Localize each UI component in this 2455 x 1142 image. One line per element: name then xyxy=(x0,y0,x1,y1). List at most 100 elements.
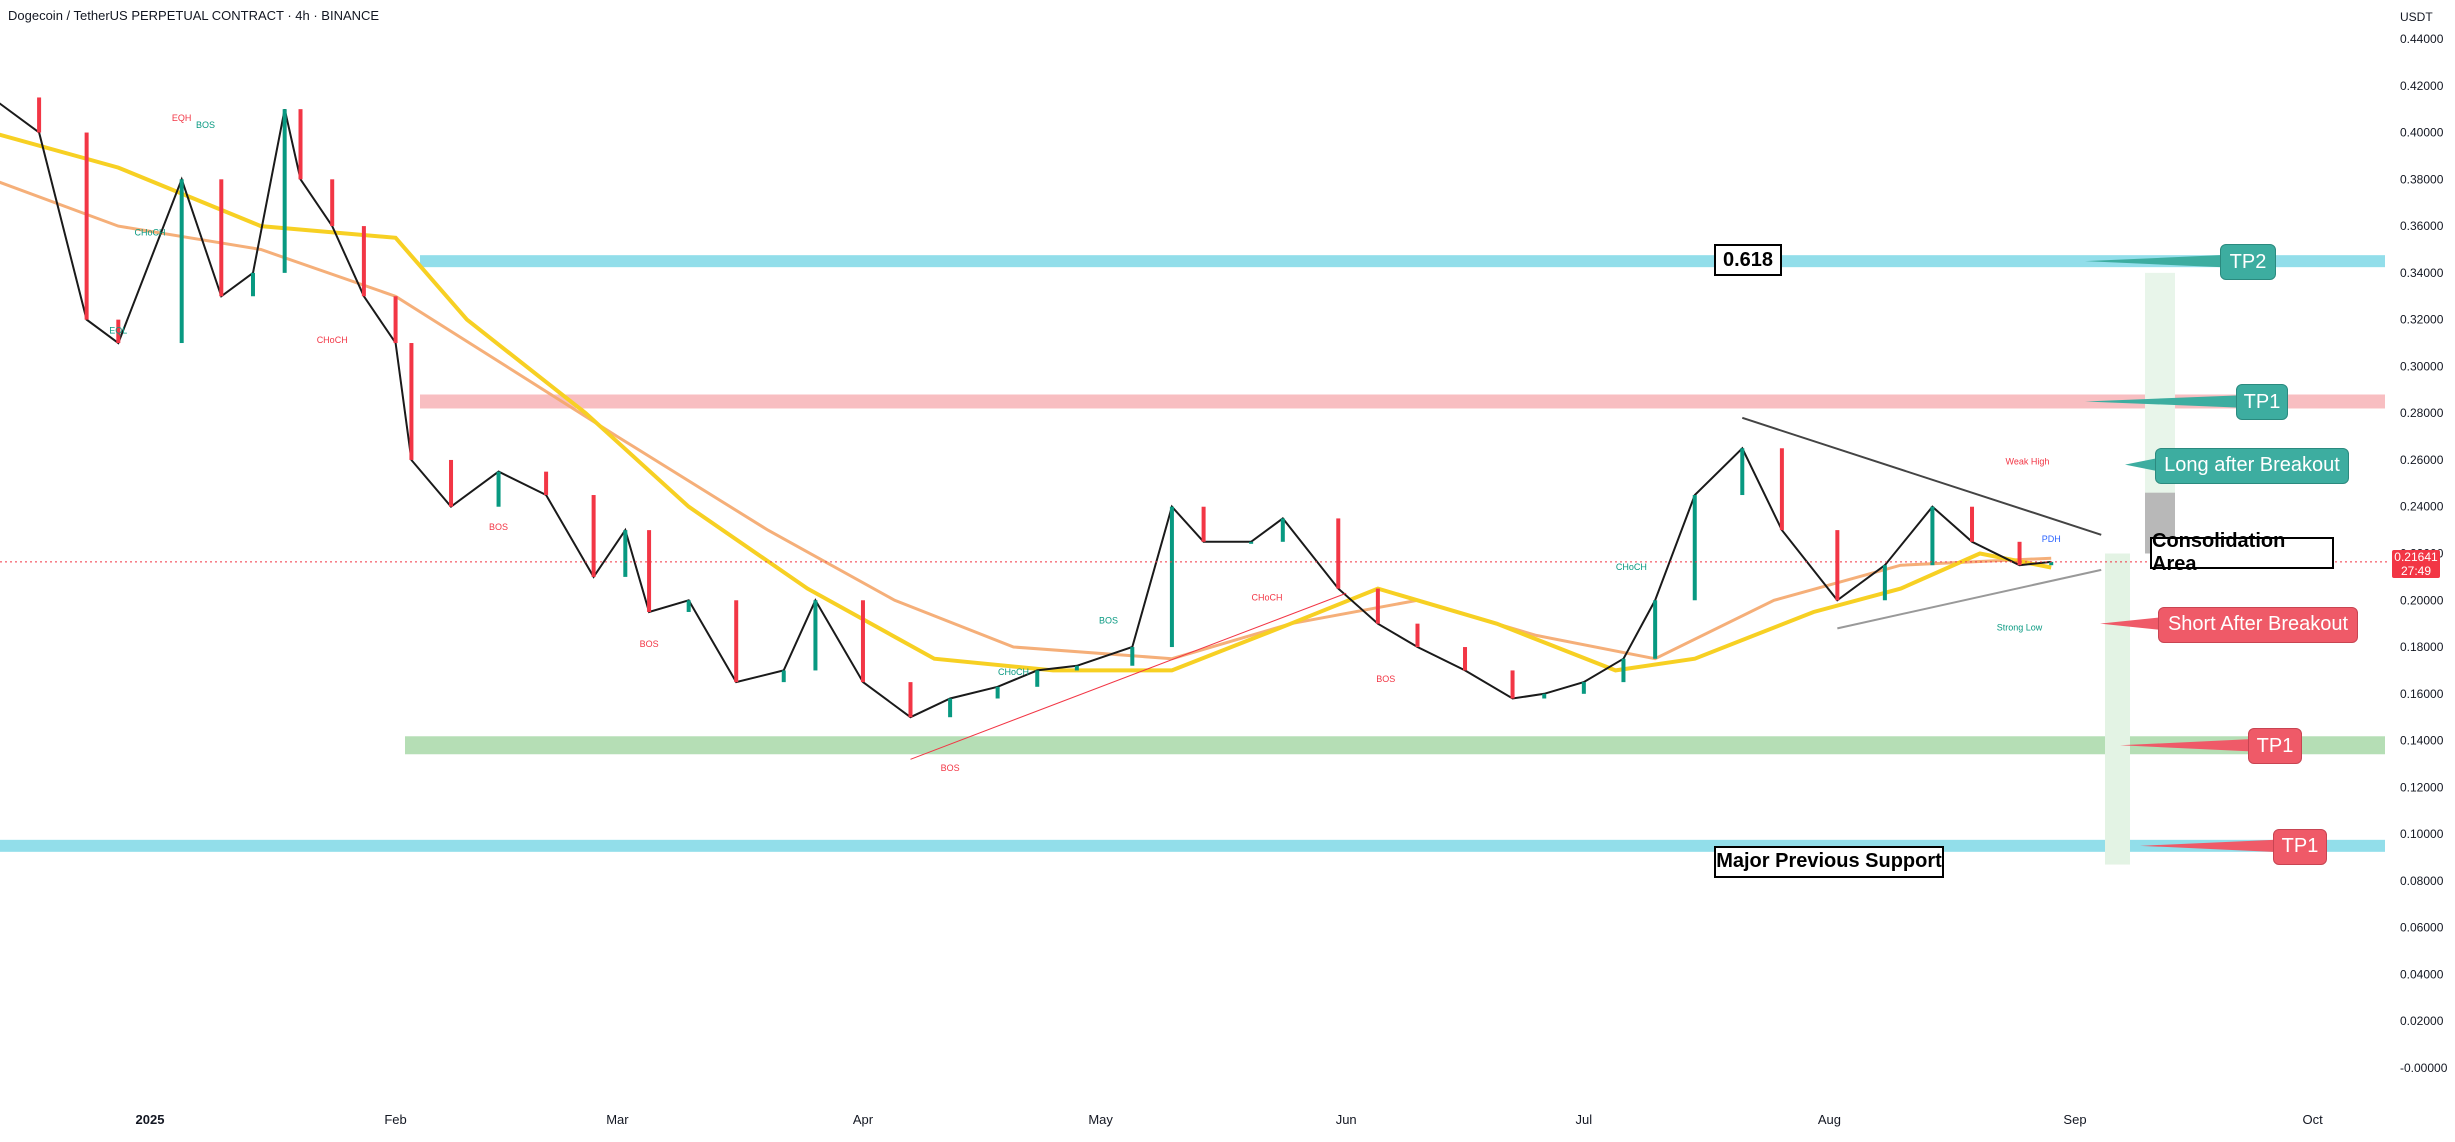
candle xyxy=(2049,561,2054,566)
y-tick-label: 0.40000 xyxy=(2400,126,2444,140)
x-tick-label: 2025 xyxy=(136,1112,165,1127)
candle xyxy=(1336,518,1341,589)
candle xyxy=(591,495,596,577)
candle xyxy=(1130,647,1135,666)
target-callout[interactable]: TP1 xyxy=(2248,728,2302,765)
candle xyxy=(1542,693,1547,699)
structure-label: Strong Low xyxy=(1997,623,2043,633)
y-tick-label: 0.36000 xyxy=(2400,219,2444,233)
candle xyxy=(686,600,691,612)
annotation-box[interactable]: 0.618 xyxy=(1714,244,1782,277)
candle xyxy=(298,109,303,180)
structure-label: EQH xyxy=(172,113,192,123)
structure-label: CHoCH xyxy=(1251,592,1282,602)
x-tick-label: Feb xyxy=(384,1112,406,1127)
x-tick-label: Apr xyxy=(853,1112,874,1127)
y-tick-label: 0.12000 xyxy=(2400,780,2444,794)
x-tick-label: Jun xyxy=(1336,1112,1357,1127)
target-callout[interactable]: TP1 xyxy=(2273,828,2327,865)
candle xyxy=(179,179,184,344)
y-tick-label: 0.34000 xyxy=(2400,266,2444,280)
target-pointer xyxy=(2125,458,2155,471)
candle xyxy=(1415,623,1420,648)
y-tick-label: 0.42000 xyxy=(2400,79,2444,93)
candle xyxy=(813,600,818,671)
x-tick-label: Oct xyxy=(2303,1112,2324,1127)
y-tick-label: -0.00000 xyxy=(2400,1061,2448,1075)
candle xyxy=(860,600,865,683)
currency-label[interactable]: USDT xyxy=(2400,10,2433,24)
candle xyxy=(1835,530,1840,601)
zone-band-0 xyxy=(420,255,2385,268)
candle xyxy=(544,471,549,496)
y-tick-label: 0.24000 xyxy=(2400,500,2444,514)
candle xyxy=(734,600,739,683)
y-tick-label: 0.38000 xyxy=(2400,172,2444,186)
candle xyxy=(393,296,398,344)
zone-band-1 xyxy=(420,394,2385,409)
y-tick-label: 0.02000 xyxy=(2400,1014,2444,1028)
candle xyxy=(84,132,89,320)
candle xyxy=(1692,495,1697,601)
candle xyxy=(1201,506,1206,542)
x-tick-label: Sep xyxy=(2063,1112,2086,1127)
target-callout[interactable]: TP2 xyxy=(2220,244,2276,281)
candle xyxy=(361,226,366,297)
candle xyxy=(1510,670,1515,699)
y-tick-label: 0.08000 xyxy=(2400,874,2444,888)
x-tick-label: Mar xyxy=(606,1112,629,1127)
candle xyxy=(1882,565,1887,601)
candle xyxy=(1249,541,1254,544)
target-callout[interactable]: Short After Breakout xyxy=(2158,606,2358,643)
candle xyxy=(409,343,414,460)
y-tick-label: 0.16000 xyxy=(2400,687,2444,701)
triangle-upper-trendline xyxy=(1741,416,2102,536)
candle xyxy=(948,698,953,718)
candle xyxy=(449,459,454,507)
x-tick-label: May xyxy=(1088,1112,1113,1127)
price-line xyxy=(0,102,2052,719)
y-tick-label: 0.26000 xyxy=(2400,453,2444,467)
candle xyxy=(1930,506,1935,566)
y-tick-label: 0.32000 xyxy=(2400,313,2444,327)
structure-label: CHoCH xyxy=(1616,562,1647,572)
candle xyxy=(1740,448,1745,496)
candle xyxy=(1035,670,1040,687)
candle xyxy=(908,682,913,718)
target-callout[interactable]: Long after Breakout xyxy=(2155,447,2349,484)
candle xyxy=(1653,600,1658,659)
countdown-value: 27:49 xyxy=(2400,563,2432,578)
symbol-title[interactable]: Dogecoin / TetherUS PERPETUAL CONTRACT ·… xyxy=(8,8,380,23)
target-pointer xyxy=(2085,395,2236,408)
structure-label: BOS xyxy=(489,522,508,532)
last-price-tag: 0.21641 27:49 xyxy=(2392,549,2440,578)
annotation-box[interactable]: Consolidation Area xyxy=(2150,530,2334,575)
candle xyxy=(116,319,121,344)
candle xyxy=(995,686,1000,699)
candle xyxy=(781,670,786,683)
candle xyxy=(496,471,501,507)
y-tick-label: 0.44000 xyxy=(2400,32,2444,46)
y-tick-label: 0.18000 xyxy=(2400,640,2444,654)
triangle-lower-trendline xyxy=(1837,568,2102,630)
structure-label: BOS xyxy=(1099,616,1118,626)
y-tick-label: 0.06000 xyxy=(2400,921,2444,935)
x-tick-label: Jul xyxy=(1576,1112,1593,1127)
structure-label: BOS xyxy=(196,120,215,130)
structure-label: BOS xyxy=(1376,674,1395,684)
target-callout[interactable]: TP1 xyxy=(2236,384,2288,421)
structure-label: PDH xyxy=(2042,534,2061,544)
last-price-value: 0.21641 xyxy=(2394,549,2438,564)
candle xyxy=(1280,518,1285,542)
candle xyxy=(1621,658,1626,683)
target-pointer xyxy=(2100,617,2158,630)
annotation-box[interactable]: Major Previous Support xyxy=(1714,845,1944,878)
y-tick-label: 0.20000 xyxy=(2400,593,2444,607)
candle xyxy=(250,272,255,297)
x-tick-label: Aug xyxy=(1818,1112,1841,1127)
moving-average-orange xyxy=(0,180,2052,661)
candle xyxy=(1581,682,1586,694)
candle xyxy=(1074,665,1079,671)
